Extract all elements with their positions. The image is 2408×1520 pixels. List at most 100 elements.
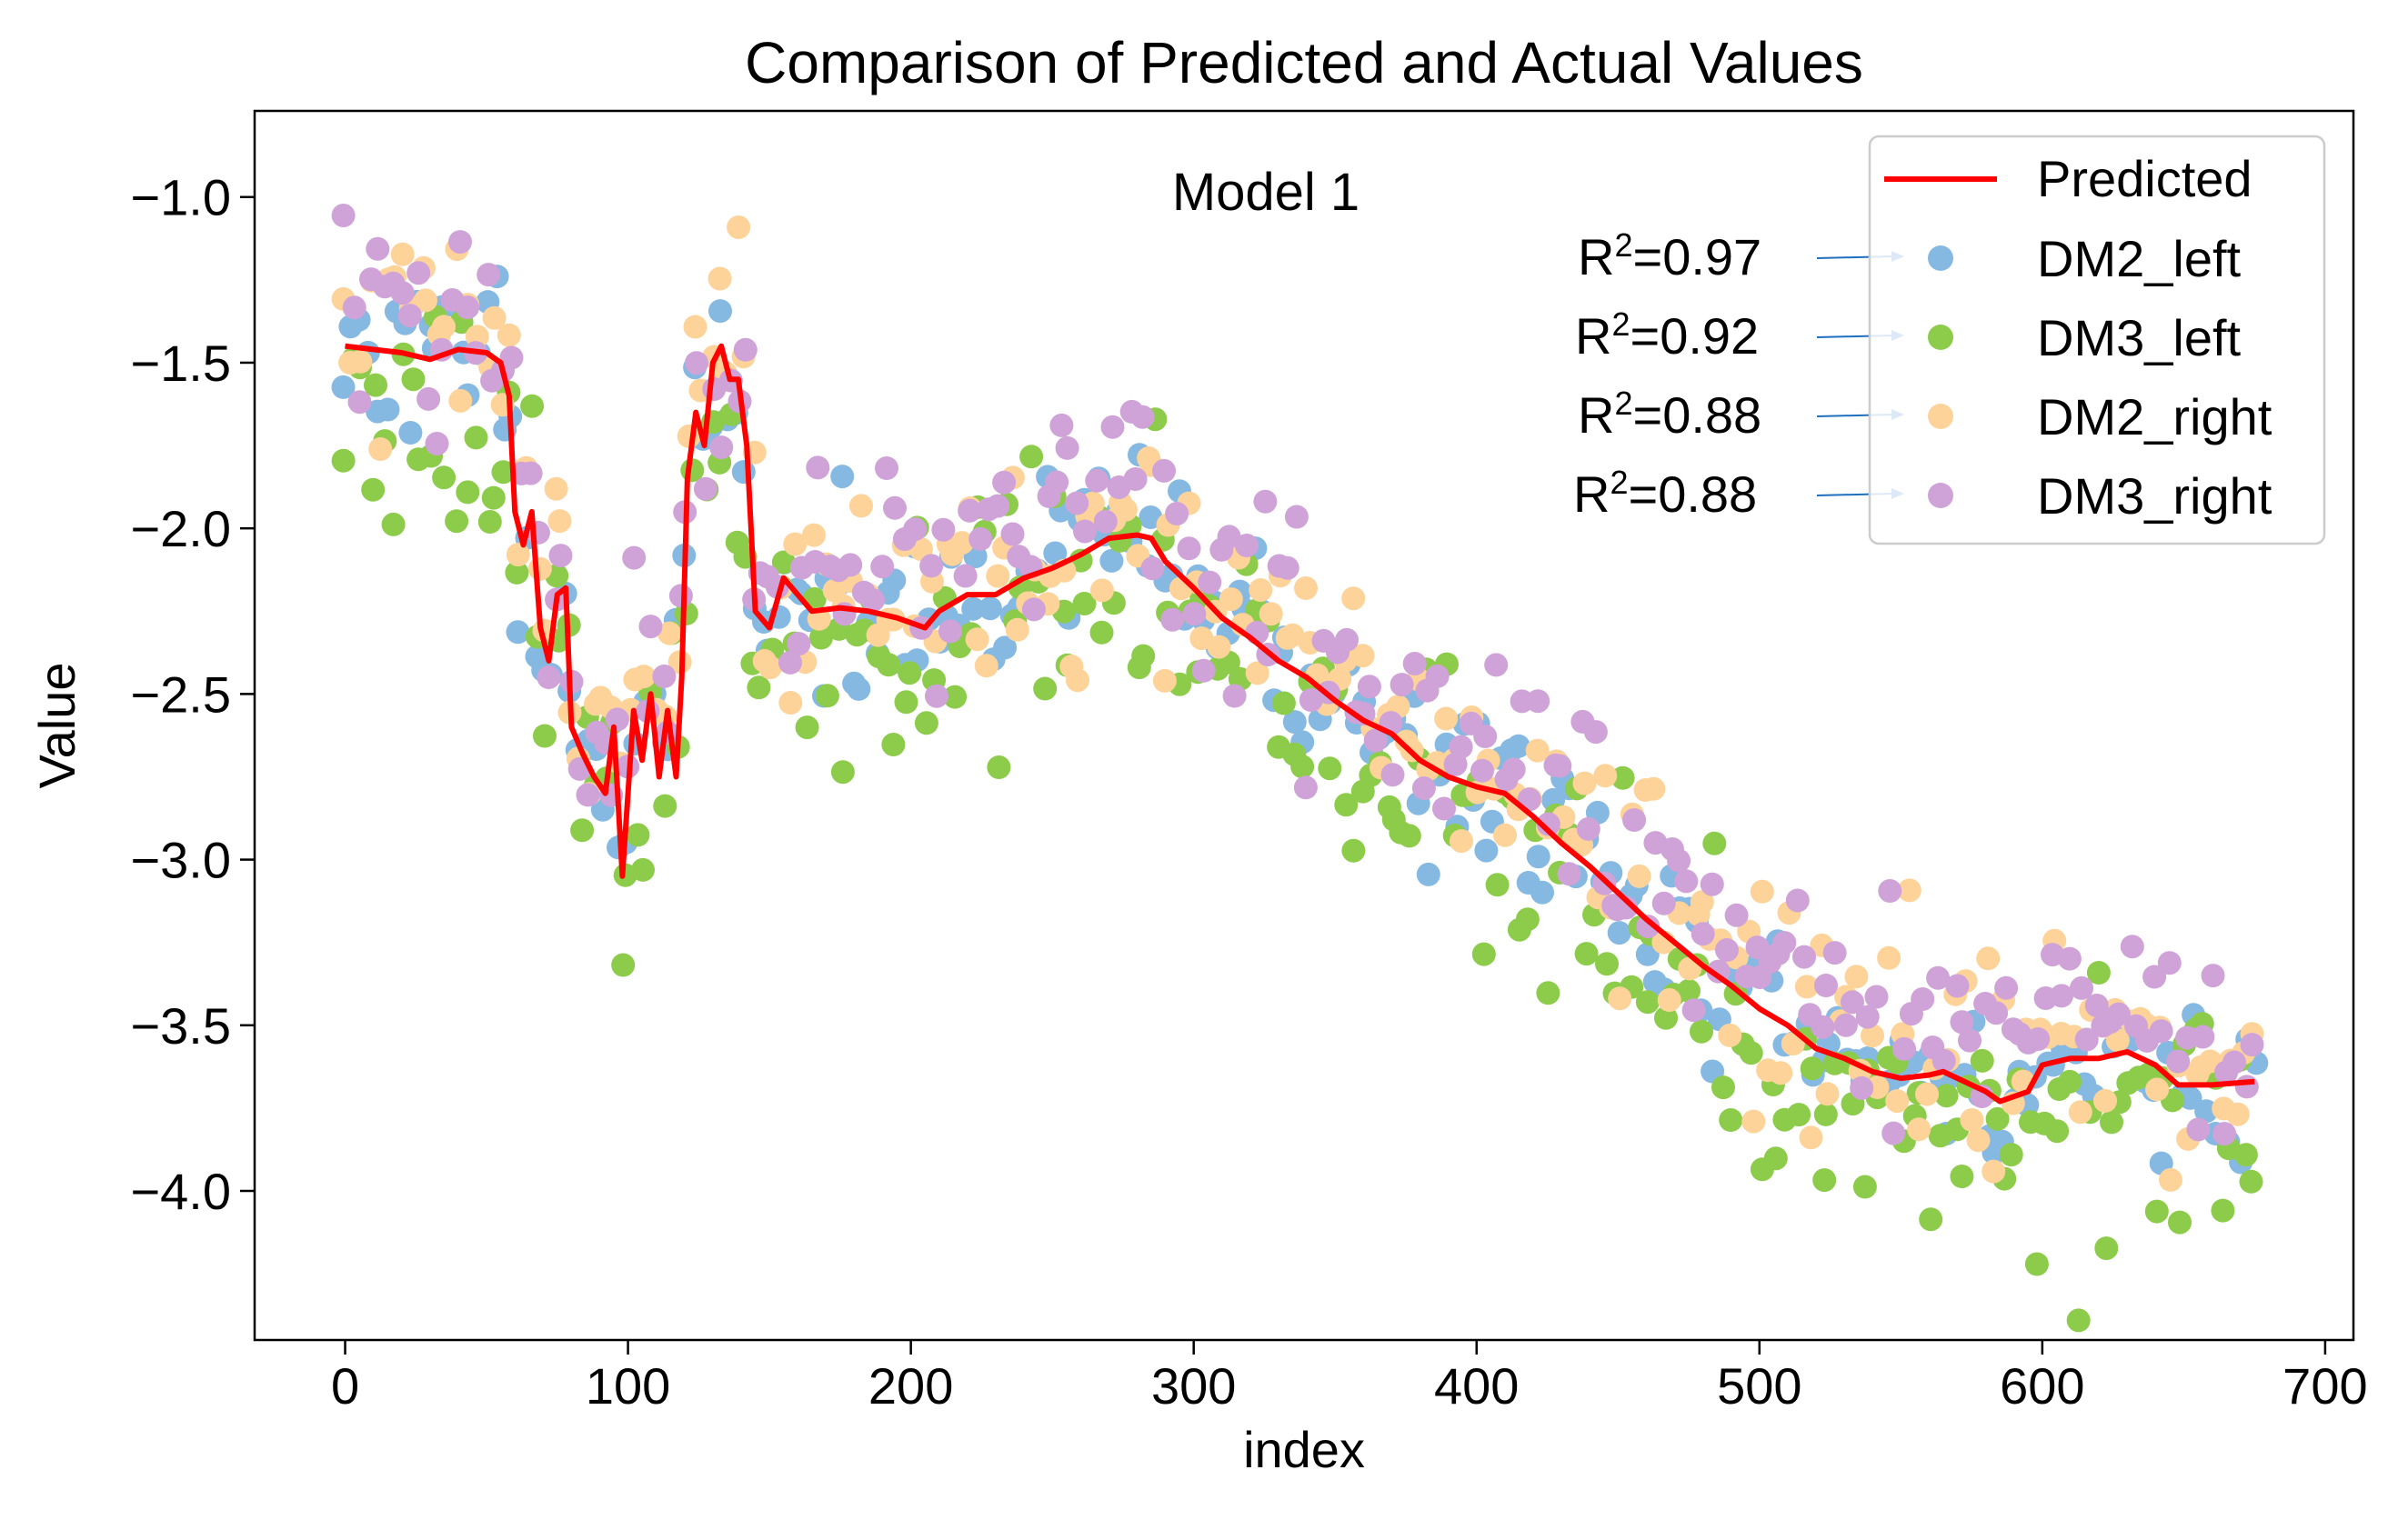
scatter-point — [1799, 1125, 1823, 1150]
scatter-point — [1557, 862, 1581, 886]
y-tick-label: −3.5 — [130, 997, 231, 1055]
scatter-point — [1718, 1023, 1742, 1047]
scatter-point — [958, 498, 982, 523]
scatter-point — [1984, 1001, 2009, 1025]
scatter-point — [397, 304, 422, 328]
scatter-point — [1536, 981, 1560, 1005]
scatter-point — [1864, 985, 1889, 1009]
scatter-point — [1416, 862, 1440, 886]
scatter-point — [1881, 1121, 1906, 1145]
scatter-point — [2166, 1049, 2191, 1074]
scatter-point — [1607, 921, 1631, 945]
scatter-point — [518, 461, 543, 485]
scatter-point — [709, 435, 734, 460]
scatter-point — [1293, 775, 1318, 800]
legend-label-DM2_left: DM2_left — [2037, 230, 2242, 287]
scatter-point — [830, 760, 855, 785]
scatter-point — [631, 857, 655, 882]
scatter-point — [1574, 942, 1599, 966]
scatter-point — [802, 523, 826, 547]
scatter-point — [2149, 1019, 2173, 1044]
scatter-point — [366, 236, 390, 261]
scatter-point — [605, 707, 629, 732]
scatter-point — [2157, 951, 2182, 975]
scatter-point — [1350, 644, 1375, 668]
scatter-point — [778, 650, 802, 675]
scatter-point — [1915, 1082, 1939, 1106]
x-tick-label: 100 — [586, 1357, 670, 1415]
scatter-point — [1450, 829, 1473, 854]
x-tick-label: 400 — [1434, 1357, 1519, 1415]
scatter-point — [537, 665, 561, 689]
scatter-point — [2074, 1027, 2099, 1052]
scatter-point — [2194, 1099, 2219, 1124]
scatter-point — [1608, 986, 1632, 1011]
scatter-point — [2191, 1025, 2215, 1049]
scatter-point — [570, 818, 595, 843]
scatter-point — [1654, 1005, 1678, 1030]
scatter-point — [727, 215, 751, 239]
scatter-point — [1043, 541, 1068, 565]
scatter-point — [491, 460, 516, 485]
scatter-point — [1667, 848, 1691, 873]
scatter-point — [432, 315, 456, 339]
scatter-point — [2093, 1088, 2117, 1113]
scatter-point — [830, 465, 855, 489]
scatter-point — [331, 204, 356, 227]
scatter-point — [348, 349, 373, 374]
scatter-point — [1595, 952, 1619, 976]
scatter-point — [883, 495, 907, 520]
y-tick-label: −4.0 — [130, 1163, 231, 1220]
scatter-point — [758, 655, 782, 680]
scatter-point — [456, 295, 480, 320]
scatter-point — [1950, 1165, 1974, 1188]
scatter-point — [361, 477, 386, 502]
scatter-point — [2222, 1050, 2246, 1075]
scatter-point — [1861, 1024, 1884, 1048]
scatter-point — [875, 456, 898, 480]
scatter-point — [1259, 602, 1283, 626]
scatter-point — [992, 470, 1017, 495]
scatter-point — [1182, 602, 1207, 626]
scatter-point — [544, 476, 568, 501]
scatter-point — [390, 281, 415, 305]
scatter-point — [448, 230, 472, 255]
scatter-point — [631, 665, 656, 689]
scatter-point — [1815, 1082, 1840, 1106]
scatter-point — [1160, 607, 1185, 632]
scatter-point — [806, 455, 830, 480]
scatter-point — [533, 724, 557, 748]
scatter-point — [1926, 965, 1951, 990]
scatter-point — [1066, 668, 1089, 693]
scatter-point — [1073, 519, 1097, 544]
scatter-point — [1152, 668, 1177, 693]
scatter-point — [1473, 725, 1498, 748]
scatter-point — [506, 620, 530, 645]
scatter-point — [1217, 525, 1241, 549]
scatter-point — [2234, 1075, 2259, 1099]
scatter-point — [898, 661, 922, 685]
scatter-point — [2142, 965, 2167, 989]
scatter-point — [693, 476, 717, 501]
scatter-point — [1641, 776, 1666, 801]
scatter-point — [1005, 617, 1029, 642]
y-tick-label: −2.5 — [130, 665, 231, 723]
scatter-point — [1610, 765, 1635, 790]
scatter-point — [481, 485, 506, 510]
scatter-point — [406, 261, 431, 285]
scatter-point — [1690, 890, 1714, 915]
scatter-point — [1635, 942, 1660, 966]
scatter-point — [1131, 644, 1156, 668]
scatter-point — [1622, 808, 1647, 832]
scatter-point — [622, 545, 647, 570]
scatter-point — [1530, 880, 1554, 905]
scatter-point — [1152, 458, 1176, 483]
scatter-point — [1235, 534, 1259, 557]
scatter-point — [914, 711, 938, 735]
scatter-point — [1207, 635, 1231, 659]
scatter-point — [870, 555, 895, 579]
scatter-point — [1525, 738, 1550, 763]
scatter-point — [2211, 1198, 2235, 1223]
scatter-point — [2066, 1308, 2091, 1333]
scatter-point — [795, 715, 819, 740]
